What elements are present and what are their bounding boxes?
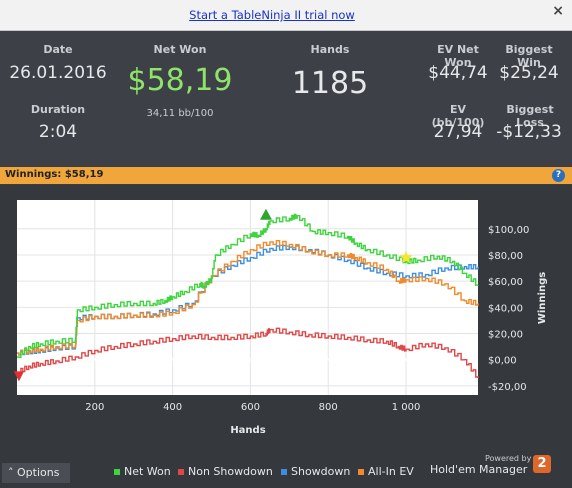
legend-swatch — [114, 469, 120, 475]
legend-swatch — [281, 469, 287, 475]
hands-value: 1185 — [291, 66, 369, 101]
ev-bb100-label: EV (bb/100) — [431, 103, 485, 129]
tableninja-trial-link[interactable]: Start a TableNinja II trial now — [189, 8, 355, 22]
legend-all-in-ev[interactable]: All-In EV — [358, 465, 414, 478]
footer: ˄ Options Net Won Non Showdown Showdown … — [0, 454, 572, 488]
axis-ticks: 200 400 600 800 1 000 -$20,00 $0,00 $20,00 $40,0… — [85, 225, 529, 413]
session-stats-panel: Date 26.01.2016 Duration 2:04 Net Won $5… — [0, 31, 572, 166]
legend-net-won[interactable]: Net Won — [114, 465, 171, 478]
legend-label: Non Showdown — [188, 465, 273, 478]
ev-net-won-value: $44,74 — [428, 63, 488, 83]
x-tick-label: 800 — [319, 402, 338, 413]
y-tick-label: -$20,00 — [488, 382, 527, 393]
x-tick-label: 400 — [163, 402, 182, 413]
x-tick-label: 600 — [241, 402, 260, 413]
x-tick-label: 1 000 — [392, 402, 421, 413]
winnings-text: Winnings: $58,19 — [5, 169, 104, 180]
duration-label: Duration — [30, 103, 86, 116]
y-tick-label: $40,00 — [488, 303, 523, 314]
legend-showdown[interactable]: Showdown — [281, 465, 350, 478]
legend-swatch — [178, 469, 184, 475]
x-axis-label: Hands — [230, 425, 265, 436]
powered-by-text: Powered by — [485, 454, 532, 463]
date-label: Date — [43, 43, 73, 56]
winnings-graph: 200 400 600 800 1 000 -$20,00 $0,00 $20,00 $40,0… — [0, 185, 572, 460]
max-loss-marker-icon — [13, 371, 24, 382]
max-win-marker-icon — [259, 208, 272, 220]
series-line-non-showdown — [17, 327, 479, 378]
legend-label: Showdown — [291, 465, 351, 478]
biggest-win-value: $25,24 — [499, 63, 559, 83]
legend-non-showdown[interactable]: Non Showdown — [178, 465, 273, 478]
net-won-value: $58,19 — [127, 63, 233, 98]
y-tick-label: $0,00 — [488, 356, 517, 367]
winnings-bar: Winnings: $58,19 ? — [0, 167, 572, 184]
y-tick-label: $20,00 — [488, 329, 523, 340]
y-tick-label: $80,00 — [488, 251, 523, 262]
chevron-up-icon: ˄ — [8, 466, 14, 479]
brand-text: Hold'em Manager — [430, 463, 528, 476]
legend-label: Net Won — [124, 465, 171, 478]
star-marker-icon — [399, 250, 413, 264]
ev-bb100-value: 27,94 — [433, 122, 483, 142]
y-tick-label: $60,00 — [488, 277, 523, 288]
help-icon[interactable]: ? — [552, 169, 565, 182]
options-button[interactable]: ˄ Options — [2, 463, 70, 483]
y-axis-label: Winnings — [537, 272, 548, 324]
duration-value: 2:04 — [38, 122, 78, 142]
legend-swatch — [358, 469, 364, 475]
plot-area — [17, 200, 478, 395]
net-won-label: Net Won — [153, 43, 207, 56]
biggest-win-label: Biggest Win — [505, 43, 553, 69]
markers — [13, 208, 413, 382]
biggest-loss-value: -$12,33 — [496, 122, 562, 142]
legend-label: All-In EV — [368, 465, 414, 478]
close-icon[interactable]: × — [552, 3, 564, 19]
promo-banner: Start a TableNinja II trial now × — [0, 0, 572, 31]
grid — [17, 200, 478, 395]
hm2-logo-icon: 2 — [533, 455, 551, 473]
y-tick-label: $100,00 — [488, 225, 529, 236]
ev-net-won-label: EV Net Won — [437, 43, 479, 69]
x-tick-label: 200 — [85, 402, 104, 413]
series-lines — [17, 213, 479, 378]
date-value: 26.01.2016 — [9, 63, 107, 83]
net-won-bb100: 34,11 bb/100 — [146, 108, 214, 119]
winnings-graph-svg: 200 400 600 800 1 000 -$20,00 $0,00 $20,00 $40,0… — [13, 200, 548, 436]
hands-label: Hands — [310, 43, 350, 56]
biggest-loss-label: Biggest Loss — [506, 103, 554, 129]
options-label: Options — [17, 466, 60, 479]
series-line-net-won — [17, 213, 479, 359]
